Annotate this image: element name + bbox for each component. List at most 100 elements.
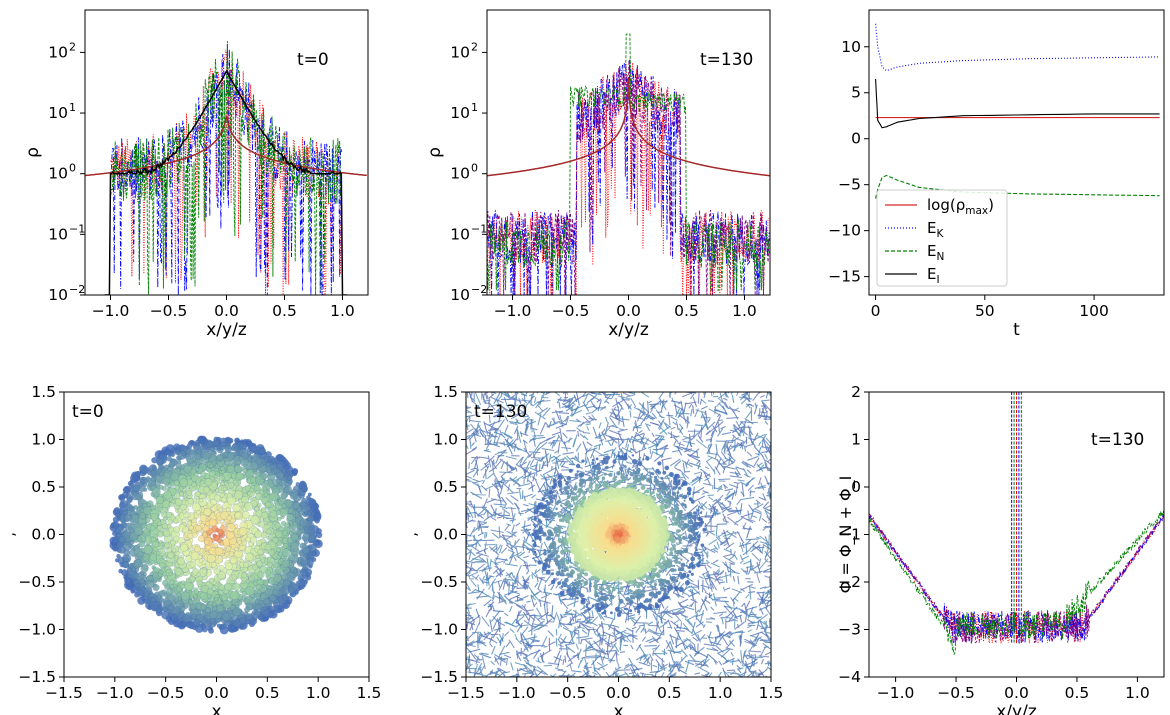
particle [542, 407, 551, 417]
legend-label: EN [927, 242, 944, 263]
particle [478, 653, 492, 659]
particle [493, 503, 505, 506]
particle [477, 662, 483, 671]
particle [258, 521, 265, 528]
particle [232, 504, 241, 513]
particle [727, 516, 739, 526]
particle [637, 410, 642, 422]
particle [638, 679, 649, 680]
particle [657, 418, 665, 429]
particle [466, 560, 475, 564]
particle [286, 476, 291, 481]
density-noisy-green [487, 33, 770, 291]
particle [245, 578, 250, 584]
particle [505, 497, 514, 505]
particle [290, 542, 299, 551]
particle [701, 416, 711, 419]
particle [688, 591, 700, 598]
particle [702, 600, 708, 611]
particle [549, 614, 555, 620]
particle [715, 444, 718, 453]
particle [265, 501, 272, 508]
particle [725, 571, 728, 584]
particle [466, 492, 469, 497]
particle [547, 630, 554, 637]
particle [714, 596, 728, 599]
particle [509, 551, 523, 559]
particle [137, 551, 144, 558]
particle [584, 470, 592, 474]
particle [747, 621, 755, 625]
particle [513, 425, 519, 435]
particle [628, 447, 633, 453]
particle [537, 611, 550, 621]
y-tick-exponent: 0 [69, 162, 76, 175]
particle [530, 418, 532, 430]
particle [181, 509, 187, 515]
x-tick-label: −0.5 [147, 684, 185, 702]
particle [592, 671, 598, 676]
particle [702, 587, 707, 593]
particle [745, 543, 748, 555]
particle [257, 503, 262, 508]
legend-label-suffix: ) [988, 196, 994, 214]
y-tick-base: 10 [450, 286, 470, 304]
particle [710, 562, 720, 568]
particle [701, 491, 708, 495]
particle [162, 477, 170, 485]
particle [222, 600, 232, 609]
particle [114, 558, 120, 563]
particle [277, 516, 282, 521]
particle [193, 618, 201, 626]
particle [523, 495, 527, 502]
y-tick-label: 102 [48, 40, 76, 61]
y-tick-exponent: −2 [69, 283, 85, 296]
particle [745, 593, 750, 599]
particle [744, 609, 748, 623]
particle [464, 603, 465, 610]
particle [685, 459, 690, 466]
particle [478, 456, 489, 459]
particle [129, 474, 138, 483]
particle [509, 477, 521, 487]
particle [191, 475, 198, 482]
particle [124, 577, 132, 585]
particle [232, 607, 242, 617]
particle [543, 645, 548, 648]
particle [527, 479, 532, 484]
particle [617, 401, 623, 407]
particle [723, 605, 734, 617]
particle [558, 495, 561, 501]
particle [627, 476, 632, 481]
particle [209, 617, 216, 624]
particle [296, 529, 302, 536]
particle [187, 599, 194, 605]
particle [243, 598, 250, 605]
particle [583, 479, 587, 488]
particle [622, 638, 629, 643]
particle [130, 544, 136, 550]
particle [702, 573, 709, 586]
particle [580, 637, 593, 641]
particle [466, 392, 469, 399]
particle [638, 430, 643, 434]
y-tick-exponent: 2 [471, 40, 478, 53]
particle [551, 440, 556, 449]
particle [215, 604, 224, 613]
particle [701, 411, 708, 424]
particle [651, 412, 658, 419]
particle [519, 668, 529, 673]
y-tick-label: 0 [851, 130, 861, 148]
particle [275, 530, 283, 538]
particle [764, 509, 769, 518]
particle [744, 462, 751, 469]
particle [682, 642, 687, 650]
particle [603, 448, 614, 454]
particle [730, 651, 734, 657]
particle [486, 394, 489, 400]
particle [681, 584, 689, 595]
x-tick-label: 0 [871, 302, 881, 320]
particle [763, 568, 769, 573]
particle [717, 573, 732, 579]
